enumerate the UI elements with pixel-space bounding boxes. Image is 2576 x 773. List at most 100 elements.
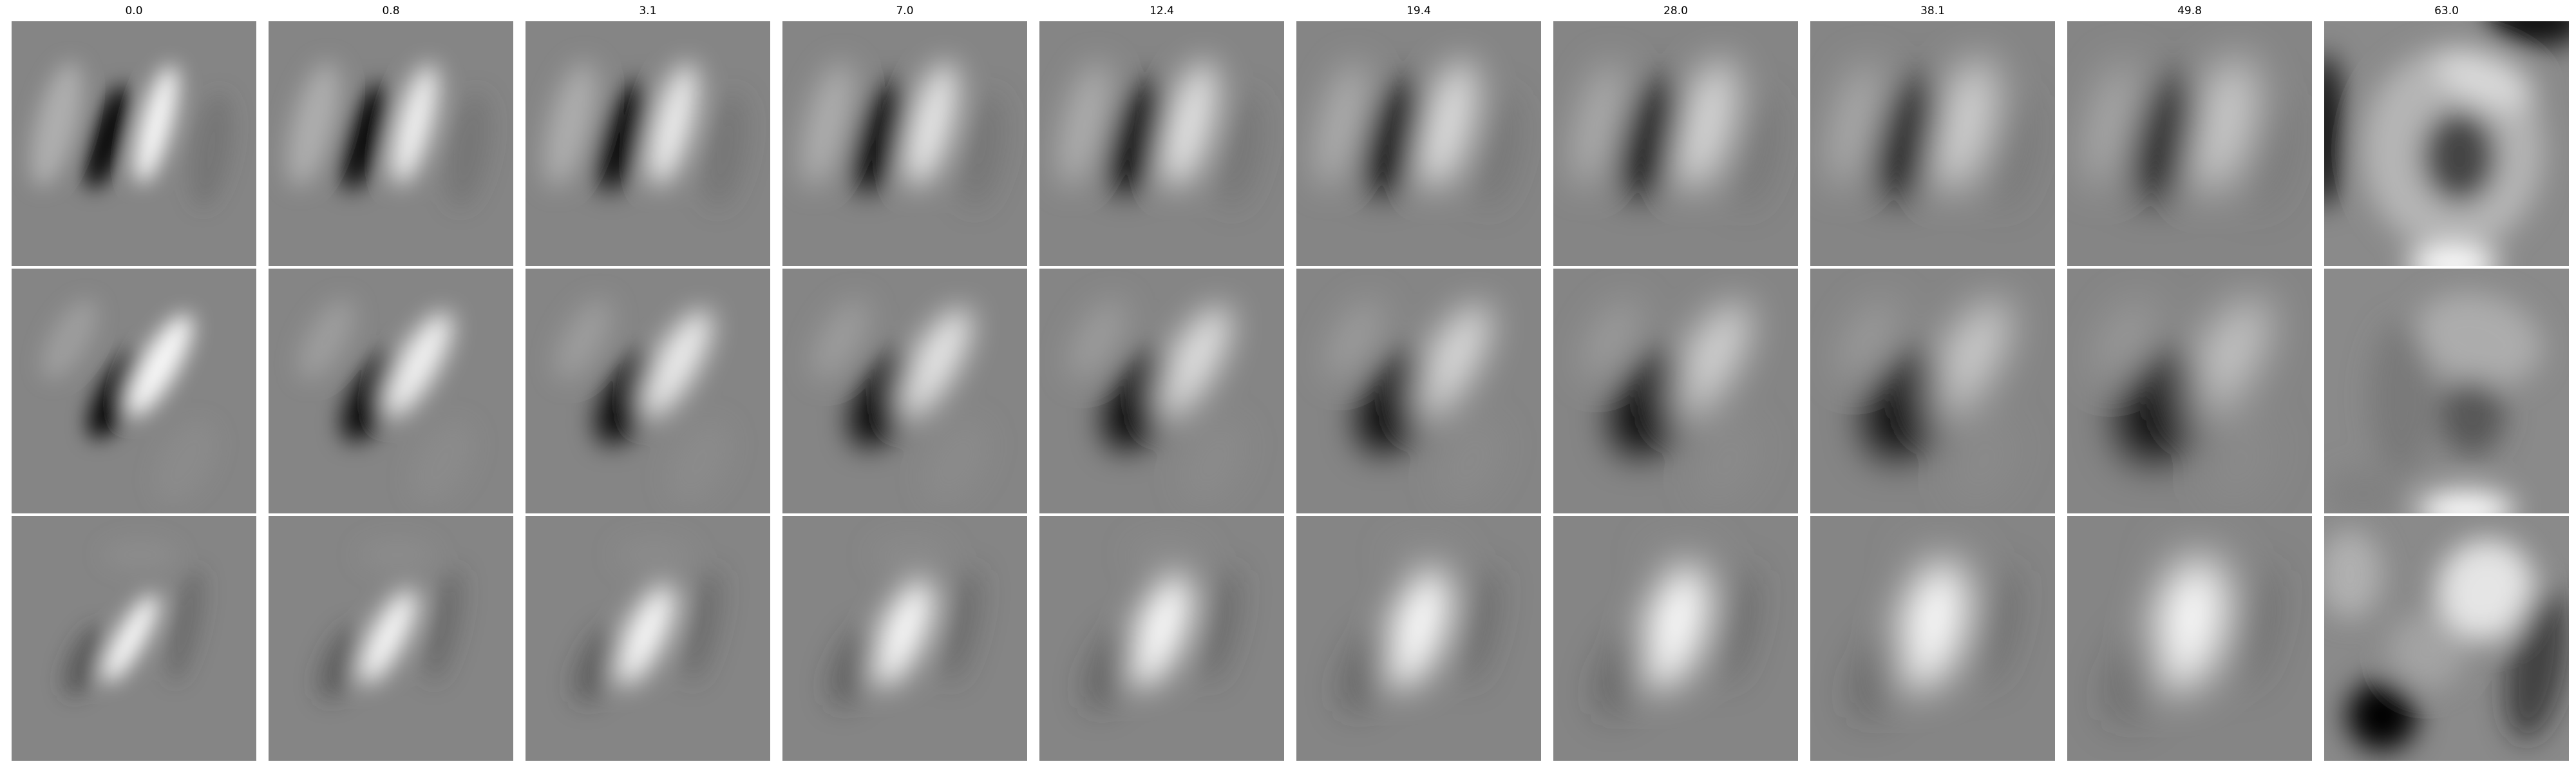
image-panel-r2-c1 — [269, 516, 513, 761]
image-panel-r1-c7 — [1810, 269, 2055, 513]
blob-3 — [2157, 539, 2235, 571]
column-title-3: 7.0 — [896, 5, 914, 17]
image-panel-r2-c0 — [12, 516, 256, 761]
image-panel-r0-c7 — [1810, 21, 2055, 266]
blob-0 — [340, 84, 391, 191]
blob-2 — [41, 299, 98, 380]
image-panel-r1-c3 — [782, 269, 1027, 513]
blob-3 — [1695, 421, 1759, 503]
blob-1 — [126, 314, 193, 417]
blob-2 — [1717, 568, 1754, 683]
blob-4 — [2324, 468, 2401, 513]
blob-3 — [1217, 93, 1261, 207]
blob-3 — [189, 93, 233, 207]
blob-2 — [2234, 568, 2271, 683]
blob-0 — [84, 84, 132, 190]
blob-1 — [1934, 57, 1996, 191]
blob-1 — [1085, 627, 1139, 710]
image-panel-r2-c6 — [1553, 516, 1798, 761]
image-panel-r1-c6 — [1553, 269, 1798, 513]
blob-1 — [2191, 56, 2256, 193]
blob-0 — [851, 81, 910, 193]
blob-3 — [153, 421, 218, 503]
image-panel-r0-c6 — [1553, 21, 1798, 266]
image-panel-r1-c2 — [526, 269, 770, 513]
blob-1 — [319, 625, 366, 700]
blob-2 — [2324, 53, 2344, 208]
image-panel-r2-c4 — [1039, 516, 1284, 761]
blob-0 — [849, 350, 922, 448]
blob-3 — [960, 93, 1004, 207]
blob-0 — [1616, 78, 1689, 196]
image-panel-r2-c9 — [2324, 516, 2569, 761]
column-title-0: 0.0 — [125, 5, 143, 17]
blob-2 — [425, 568, 462, 683]
blob-2 — [2505, 587, 2568, 741]
blob-2 — [2086, 62, 2139, 187]
blob-0 — [1639, 566, 1710, 689]
blob-1 — [1163, 61, 1217, 188]
blob-2 — [1572, 62, 1625, 187]
blob-3 — [924, 421, 989, 503]
blob-0 — [88, 349, 148, 439]
blob-1 — [1341, 627, 1397, 712]
blob-0 — [595, 82, 650, 192]
blob-2 — [555, 299, 612, 380]
blob-2 — [801, 62, 854, 187]
blob-1 — [641, 310, 712, 418]
blob-1 — [384, 312, 453, 417]
blob-0 — [2126, 75, 2208, 199]
image-panel-r2-c2 — [526, 516, 770, 761]
column-title-9: 63.0 — [2434, 5, 2459, 17]
blob-3 — [703, 93, 747, 207]
column-title-8: 49.8 — [2177, 5, 2202, 17]
blob-3 — [359, 539, 436, 571]
blob-1 — [1926, 300, 2011, 421]
blob-2 — [287, 62, 340, 187]
image-panel-r2-c5 — [1296, 516, 1541, 761]
blob-0 — [1895, 561, 1969, 691]
blob-5 — [2436, 49, 2535, 110]
blob-1 — [1677, 59, 1737, 190]
blob-2 — [1326, 299, 1383, 380]
blob-2 — [30, 62, 83, 187]
blob-1 — [392, 64, 438, 185]
blob-0 — [102, 594, 159, 683]
blob-1 — [135, 65, 178, 184]
blob-0 — [1383, 570, 1451, 689]
column-title-6: 28.0 — [1663, 5, 1688, 17]
column-title-7: 38.1 — [1920, 5, 1945, 17]
blob-3 — [2209, 421, 2273, 503]
blob-3 — [1387, 539, 1464, 571]
blob-2 — [2097, 299, 2154, 380]
image-panel-r0-c9 — [2324, 21, 2569, 266]
blob-1 — [2107, 628, 2170, 722]
blob-0 — [1128, 575, 1193, 687]
image-panel-r1-c4 — [1039, 269, 1284, 513]
blob-3 — [410, 421, 475, 503]
blob-3 — [616, 539, 693, 571]
blob-3 — [873, 539, 950, 571]
image-panel-r2-c3 — [782, 516, 1027, 761]
blob-0 — [1106, 80, 1170, 195]
blob-3 — [1181, 421, 1245, 503]
image-panel-r2-c7 — [1810, 516, 2055, 761]
blob-1 — [1852, 628, 1912, 719]
image-panel-r1-c9 — [2324, 269, 2569, 513]
blob-0 — [2436, 539, 2534, 642]
blob-3 — [1438, 421, 1502, 503]
column-title-5: 19.4 — [1406, 5, 1431, 17]
blob-3 — [1474, 93, 1518, 207]
blob-3 — [2389, 613, 2466, 690]
image-panel-r0-c4 — [1039, 21, 1284, 266]
blob-1 — [2421, 108, 2498, 205]
blob-1 — [649, 62, 698, 186]
blob-0 — [2415, 292, 2543, 386]
blob-0 — [1871, 77, 1948, 198]
blob-3 — [2485, 21, 2569, 47]
blob-3 — [1900, 539, 1978, 571]
blob-1 — [1412, 303, 1491, 420]
blob-3 — [102, 539, 179, 571]
image-panel-r0-c3 — [782, 21, 1027, 266]
